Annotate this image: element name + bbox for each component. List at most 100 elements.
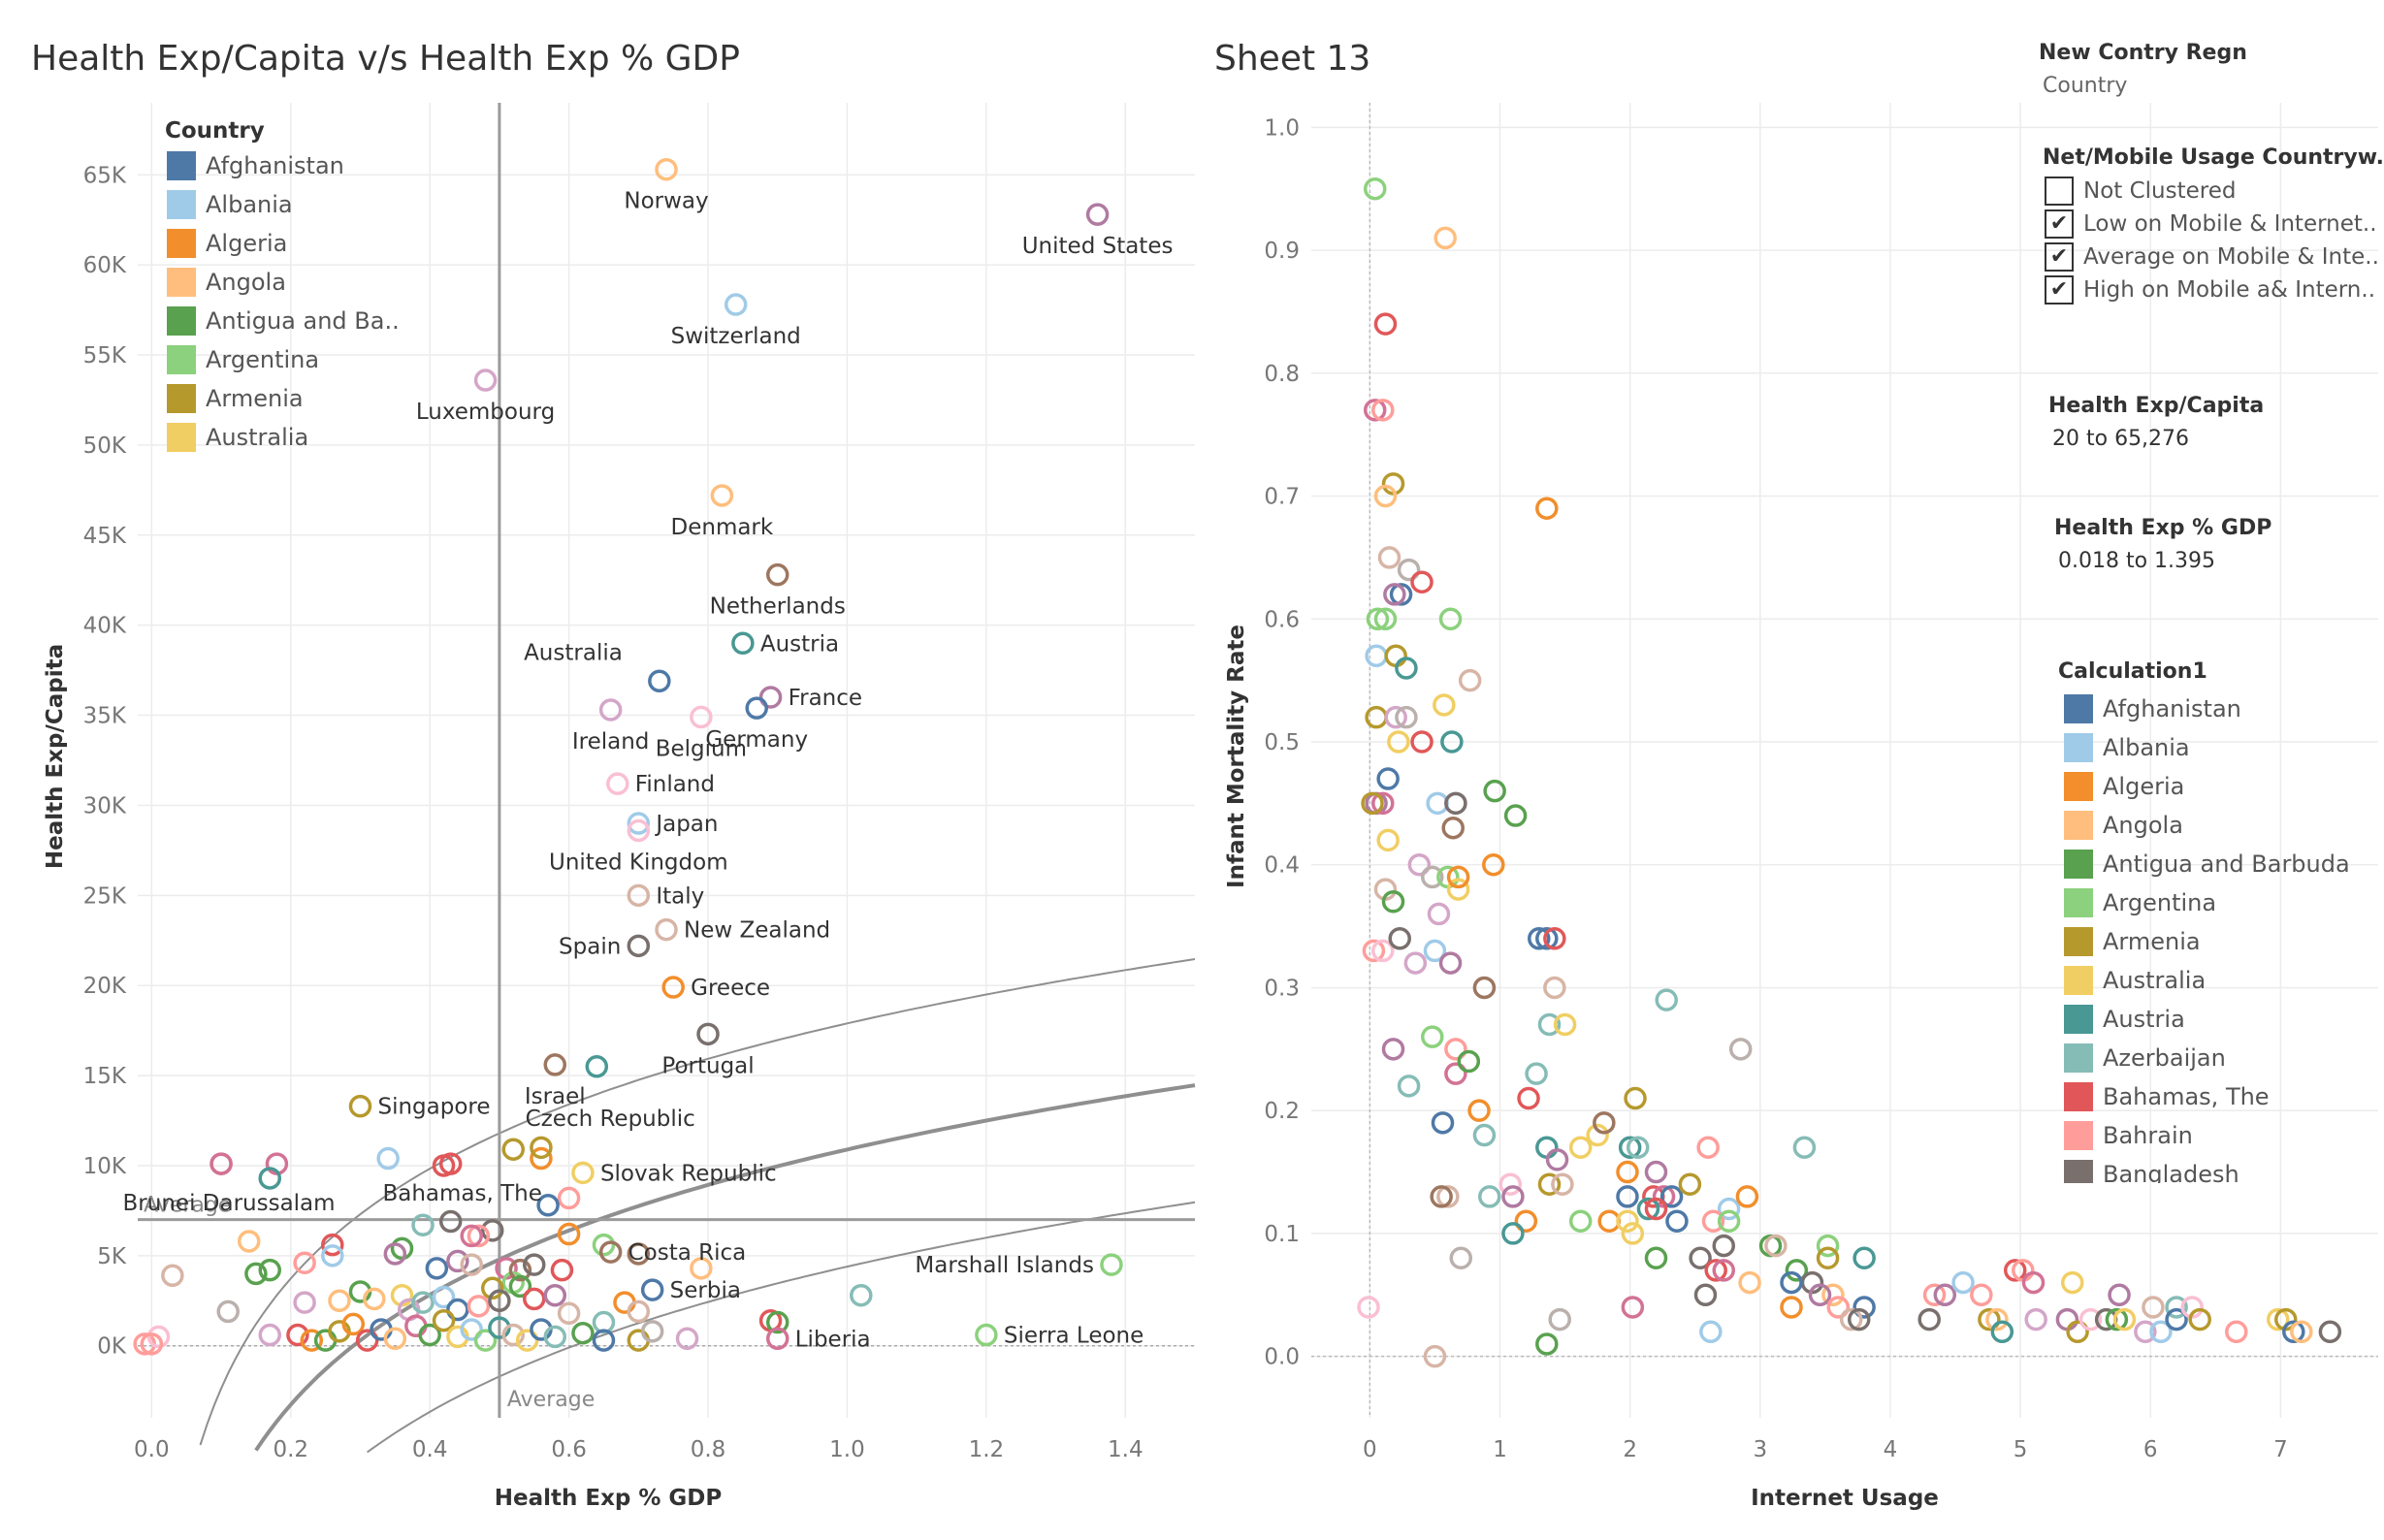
point-label: Spain: [559, 934, 621, 959]
calc-legend-item[interactable]: Bangladesh: [2064, 1156, 2239, 1183]
left-legend-item[interactable]: Albania: [167, 186, 293, 223]
legend-label: Angola: [2103, 812, 2183, 839]
scatter-point: [467, 1224, 491, 1248]
scatter-point-labeled: [655, 157, 678, 181]
scatter-point: [1478, 1185, 1501, 1208]
scatter-point: [1498, 1172, 1522, 1196]
scatter-point: [1543, 927, 1566, 950]
scatter-point: [1816, 1234, 1840, 1258]
legend-swatch: [2064, 1121, 2093, 1150]
usage-filter-option[interactable]: ✔ High on Mobile a& Intern..: [2045, 273, 2375, 306]
scatter-point: [1764, 1234, 1788, 1258]
calc-legend-item[interactable]: Albania: [2064, 729, 2190, 766]
left-legend-item[interactable]: Antigua and Ba..: [167, 303, 400, 339]
scatter-point: [2061, 1270, 2084, 1295]
calc-legend-item[interactable]: Argentina: [2064, 884, 2216, 921]
y-axis-title: Health Exp/Capita: [43, 644, 68, 869]
legend-swatch: [2064, 850, 2093, 879]
filter-checkbox[interactable]: ✔: [2045, 242, 2074, 272]
filter-checkbox[interactable]: [2045, 176, 2074, 206]
left-legend-item[interactable]: Afghanistan: [167, 147, 344, 184]
point-label: New Zealand: [684, 918, 830, 944]
heg-filter-title: Health Exp % GDP: [2054, 516, 2272, 540]
calc-legend-item[interactable]: Bahrain: [2064, 1117, 2193, 1154]
scatter-point: [1659, 1185, 1684, 1208]
left-legend-item[interactable]: Armenia: [167, 380, 304, 417]
hec-filter-title: Health Exp/Capita: [2048, 394, 2265, 418]
x-tick-label: 5: [2014, 1437, 2028, 1462]
scatter-point: [1548, 1307, 1571, 1331]
scatter-point: [1568, 1209, 1593, 1233]
scatter-point-labeled: [724, 293, 748, 316]
scatter-point: [1371, 939, 1395, 963]
x-average-label: Average: [507, 1388, 595, 1412]
filter-checkbox[interactable]: ✔: [2045, 275, 2074, 305]
scatter-point: [613, 1291, 636, 1314]
hec-filter-range[interactable]: 20 to 65,276: [2052, 427, 2190, 451]
calc-legend-item[interactable]: Algeria: [2064, 768, 2184, 805]
left-legend-item[interactable]: Algeria: [167, 225, 287, 262]
calc-legend-scroll[interactable]: Afghanistan Albania Algeria Angola Antigua a…: [2056, 690, 2384, 1183]
scatter-point: [1525, 1062, 1548, 1085]
scatter-point: [1421, 865, 1444, 889]
x-tick-label: 3: [1753, 1437, 1767, 1462]
scatter-point: [1621, 1296, 1645, 1319]
usage-filter-option[interactable]: Not Clustered: [2045, 175, 2237, 208]
legend-label: Bahrain: [2103, 1122, 2193, 1149]
scatter-point: [383, 1242, 407, 1266]
x-tick-label: 0.0: [134, 1437, 170, 1462]
scatter-point-labeled: [627, 812, 651, 835]
scatter-point: [1990, 1320, 2014, 1344]
y-average-label: Average: [144, 1194, 231, 1218]
calc-legend-item[interactable]: Antigua and Barbuda: [2064, 846, 2350, 882]
scatter-point: [1735, 1185, 1759, 1208]
scatter-point: [1618, 1136, 1642, 1159]
heg-filter-range[interactable]: 0.018 to 1.395: [2058, 549, 2216, 573]
calc-legend-item[interactable]: Azerbaijan: [2064, 1040, 2226, 1076]
scatter-point: [1373, 484, 1398, 508]
scatter-point-labeled: [627, 818, 651, 843]
scatter-point: [1551, 1172, 1574, 1196]
legend-label: Angola: [206, 269, 286, 296]
legend-swatch: [2064, 733, 2093, 762]
usage-filter-option[interactable]: ✔ Low on Mobile & Internet..: [2045, 208, 2377, 241]
scatter-point: [1785, 1259, 1809, 1282]
point-label: Liberia: [795, 1327, 871, 1352]
legend-swatch: [2064, 1082, 2093, 1111]
scatter-point: [313, 1329, 338, 1352]
scatter-point: [1816, 1246, 1840, 1270]
point-label: Portugal: [661, 1053, 754, 1078]
scatter-point: [1517, 1086, 1540, 1110]
scatter-point: [1376, 767, 1400, 790]
scatter-point: [1438, 951, 1463, 975]
legend-swatch: [167, 268, 196, 297]
scatter-point: [571, 1321, 595, 1345]
scatter-point: [1665, 1209, 1689, 1233]
trend-band-upper: [199, 958, 1196, 1446]
scatter-point: [1821, 1283, 1845, 1307]
scatter-point: [850, 1283, 873, 1307]
calc-legend-item[interactable]: Austria: [2064, 1001, 2185, 1038]
x-tick-label: 0.2: [273, 1437, 308, 1462]
calc-legend-item[interactable]: Armenia: [2064, 923, 2201, 960]
usage-filter-option[interactable]: ✔ Average on Mobile & Inte..: [2045, 241, 2379, 273]
legend-label: Austria: [2103, 1006, 2185, 1033]
left-legend-item[interactable]: Argentina: [167, 341, 319, 378]
y-tick-label: 60K: [83, 253, 127, 278]
calc-legend-item[interactable]: Bahamas, The: [2064, 1078, 2270, 1115]
scatter-point: [216, 1299, 240, 1324]
y-tick-label: 0.8: [1264, 362, 1300, 387]
legend-label: Antigua and Ba..: [206, 307, 400, 335]
calc-legend-item[interactable]: Afghanistan: [2064, 690, 2241, 727]
filter-checkbox[interactable]: ✔: [2045, 209, 2074, 239]
scatter-point: [1621, 1222, 1645, 1245]
calc-legend-item[interactable]: Australia: [2064, 962, 2206, 999]
left-legend-item[interactable]: Australia: [167, 419, 308, 456]
region-filter-value[interactable]: Country: [2043, 74, 2128, 98]
left-legend-item[interactable]: Angola: [167, 264, 286, 301]
x-tick-label: 1.4: [1108, 1437, 1144, 1462]
calc-legend-item[interactable]: Angola: [2064, 807, 2183, 844]
filter-option-label: Average on Mobile & Inte..: [2083, 244, 2379, 270]
legend-swatch: [2064, 1043, 2093, 1073]
scatter-point-labeled: [655, 917, 678, 942]
